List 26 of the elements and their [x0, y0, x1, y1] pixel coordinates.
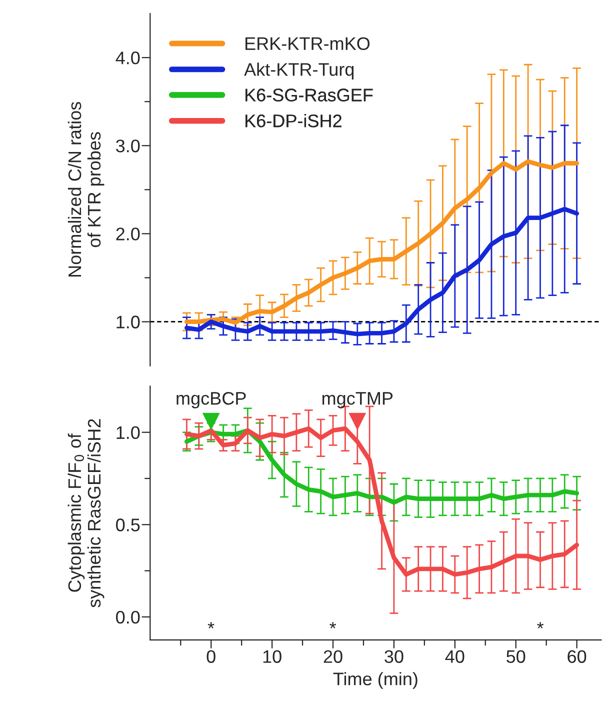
x-tick-label: 50: [506, 650, 526, 663]
x-tick-label: 10: [263, 650, 282, 663]
x-tick-label: 0: [206, 650, 216, 663]
x-tick-label: 60: [568, 650, 586, 663]
x-axis-title: Time (min): [333, 672, 418, 689]
annotation: *: [537, 622, 544, 628]
y-tick-label: 1.0: [116, 316, 140, 328]
annotation: *: [208, 622, 214, 628]
annotation: mgcTMP: [322, 392, 393, 408]
legend-label: Akt-KTR-Turq: [244, 62, 354, 80]
y-tick-label: 0.5: [116, 518, 140, 532]
y-axis-title: Cytoplasmic F/F$_{0}$ of synthetic RasGEF/iSH2: [68, 419, 104, 608]
legend-label: K6-DP-iSH2: [246, 114, 342, 128]
y-tick-label: 2.0: [116, 228, 140, 240]
x-tick-label: 20: [324, 650, 342, 663]
y-tick-label: 0.0: [116, 610, 140, 624]
y-tick-label: 1.0: [116, 426, 140, 440]
annotation: *: [330, 622, 336, 628]
y-axis-title: Normalized C/N ratios of KTR probes: [68, 102, 104, 276]
y-tick-label: 3.0: [116, 140, 140, 152]
y-tick-label: 4.0: [116, 52, 140, 64]
x-tick-label: 40: [445, 650, 464, 663]
legend-label: K6-SG-RasGEF: [246, 88, 373, 102]
x-tick-label: 30: [384, 650, 404, 663]
annotation: mgcBCP: [176, 392, 246, 408]
legend-label: ERK-KTR-mKO: [246, 37, 370, 50]
